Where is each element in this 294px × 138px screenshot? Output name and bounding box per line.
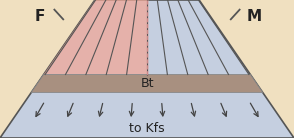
Text: Bt: Bt xyxy=(140,77,154,90)
Text: F: F xyxy=(34,9,45,24)
Text: to Kfs: to Kfs xyxy=(129,122,165,135)
Text: M: M xyxy=(247,9,262,24)
Polygon shape xyxy=(44,0,148,75)
Polygon shape xyxy=(31,75,263,92)
